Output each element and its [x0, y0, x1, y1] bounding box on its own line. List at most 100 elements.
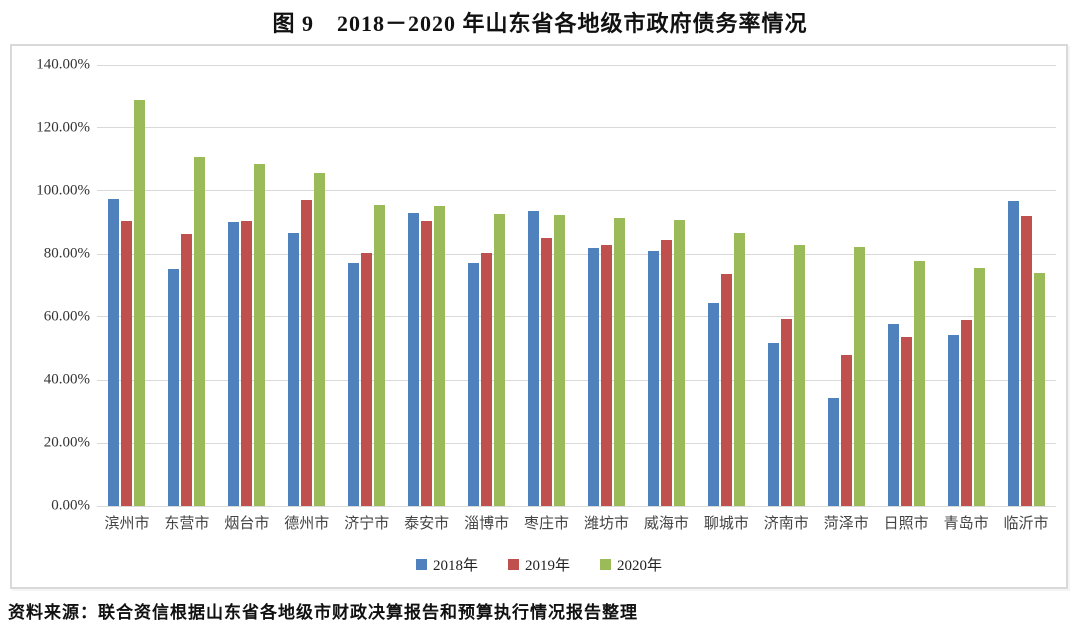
bar-2018 — [528, 211, 540, 506]
bar-2019 — [840, 355, 852, 506]
y-axis-tick-label: 140.00% — [36, 56, 90, 73]
legend-label-2020: 2020年 — [617, 558, 663, 574]
bar-group — [337, 65, 397, 506]
legend-swatch-2019 — [507, 559, 519, 570]
y-axis-tick-label: 80.00% — [43, 245, 90, 262]
bar-2018 — [947, 334, 959, 506]
legend-swatch-2020 — [600, 559, 611, 570]
y-axis-tick-label: 60.00% — [43, 308, 90, 325]
bar-2018 — [707, 303, 719, 506]
legend-swatch-2018 — [415, 559, 427, 570]
bar-2020 — [194, 156, 206, 506]
bar-2018 — [168, 269, 180, 506]
gridline — [97, 253, 1056, 255]
bar-2019 — [720, 274, 732, 506]
bar-group — [157, 65, 217, 506]
x-axis-tick-label: 青岛市 — [943, 516, 989, 532]
bar-2018 — [587, 248, 599, 506]
bar-2019 — [780, 318, 792, 506]
x-axis-tick-label: 临沂市 — [1003, 516, 1049, 532]
bar-2019 — [960, 319, 972, 506]
y-axis-tick-label: 100.00% — [36, 182, 90, 199]
bar-2020 — [434, 205, 446, 506]
bar-group — [217, 65, 277, 506]
bar-group — [277, 65, 337, 506]
x-axis-tick-label: 济南市 — [763, 516, 809, 532]
y-axis-tick-label: 40.00% — [43, 371, 90, 388]
gridline — [97, 127, 1056, 129]
bar-group — [636, 65, 696, 506]
bar-2019 — [481, 252, 493, 506]
bar-2020 — [1033, 272, 1045, 506]
x-axis-tick-label: 德州市 — [284, 516, 330, 532]
bar-2018 — [408, 213, 420, 506]
bar-2018 — [108, 198, 120, 506]
bar-2019 — [241, 220, 253, 506]
x-axis-tick-label: 烟台市 — [224, 516, 270, 532]
bar-2020 — [793, 245, 805, 506]
bar-2019 — [121, 221, 133, 506]
bar-2020 — [314, 173, 326, 506]
bar-2018 — [887, 323, 899, 506]
bar-group — [696, 65, 756, 506]
legend-label-2018: 2018年 — [432, 558, 478, 574]
legend-item-2019: 2019年 — [507, 554, 570, 575]
x-axis-tick-label: 泰安市 — [404, 516, 450, 532]
bar-2019 — [421, 220, 433, 506]
bar-2018 — [827, 398, 839, 506]
chart-frame: 0.00% 20.00% 40.00% 60.00% 80.00% 100.00% 120.… — [10, 44, 1068, 589]
bar-2019 — [600, 244, 612, 506]
bar-2019 — [181, 233, 193, 506]
bar-group — [577, 65, 637, 506]
bar-group — [816, 65, 876, 506]
chart-title: 图 9 2018－2020 年山东省各地级市政府债务率情况 — [272, 11, 808, 36]
x-axis-tick-label: 菏泽市 — [823, 516, 869, 532]
bar-group — [876, 65, 936, 506]
gridline — [97, 442, 1056, 444]
plot-area: 0.00% 20.00% 40.00% 60.00% 80.00% 100.00% 120.… — [36, 57, 1056, 514]
bar-2018 — [348, 262, 360, 506]
bar-2020 — [973, 267, 985, 506]
bar-group — [936, 65, 996, 506]
bar-2019 — [900, 337, 912, 506]
x-axis-tick-label: 枣庄市 — [524, 516, 570, 532]
bar-2019 — [660, 239, 672, 506]
bar-group — [517, 65, 577, 506]
bar-2018 — [647, 250, 659, 506]
bar-2020 — [494, 213, 506, 506]
gridline — [97, 505, 1056, 507]
y-axis-tick-label: 120.00% — [36, 119, 90, 136]
bar-group — [996, 65, 1056, 506]
bar-2019 — [541, 238, 553, 506]
legend-item-2018: 2018年 — [415, 554, 478, 575]
bar-2020 — [254, 164, 266, 506]
bar-2018 — [767, 343, 779, 506]
legend-label-2019: 2019年 — [524, 558, 570, 574]
gridline — [97, 316, 1056, 318]
bar-2019 — [301, 199, 313, 506]
bar-2018 — [288, 232, 300, 506]
bar-groups — [97, 65, 1056, 506]
bar-2020 — [554, 215, 566, 506]
x-axis-tick-label: 威海市 — [643, 516, 689, 532]
gridline — [97, 190, 1056, 192]
x-axis-tick-label: 淄博市 — [464, 516, 510, 532]
x-axis-tick-label: 东营市 — [164, 516, 210, 532]
bar-2020 — [733, 232, 745, 506]
bar-2020 — [134, 99, 146, 506]
bar-group — [756, 65, 816, 506]
bar-2020 — [853, 247, 865, 506]
bar-2020 — [673, 219, 685, 506]
x-axis-tick-label: 潍坊市 — [583, 516, 629, 532]
bar-2020 — [613, 217, 625, 506]
bar-group — [97, 65, 157, 506]
gridline — [97, 379, 1056, 381]
bar-2020 — [913, 261, 925, 506]
bar-2018 — [228, 221, 240, 506]
x-axis-tick-label: 日照市 — [883, 516, 929, 532]
x-axis-labels: 滨州市 东营市 烟台市 德州市 济宁市 泰安市 淄博市 枣庄市 潍坊市 威海市 聊城市 济南市 菏泽市日… — [97, 512, 1056, 533]
bar-group — [397, 65, 457, 506]
x-axis-tick-label: 聊城市 — [703, 516, 749, 532]
bar-2018 — [468, 263, 480, 506]
